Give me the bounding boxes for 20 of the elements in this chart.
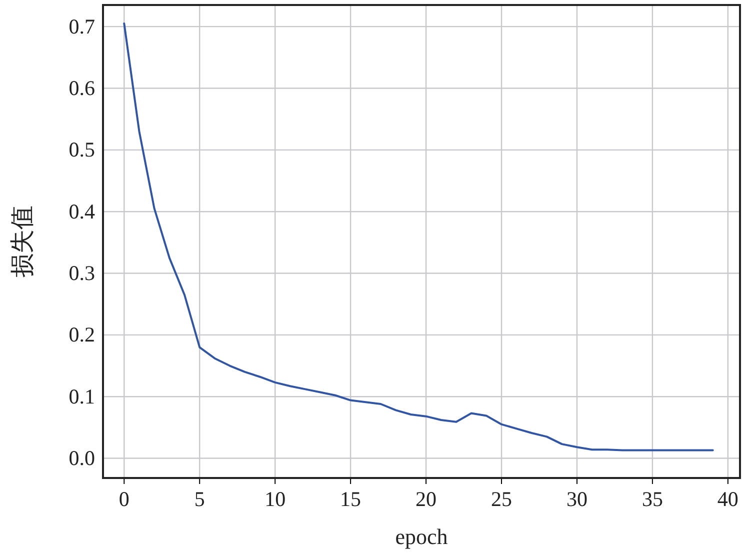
x-tick-label: 30 [566,486,588,511]
y-tick-label: 0.5 [68,138,95,162]
x-tick-label: 25 [491,486,512,511]
y-tick-label: 0.4 [68,199,96,224]
x-tick-label: 0 [118,486,130,511]
line-series [123,22,714,452]
x-tick-label: 5 [194,486,205,511]
x-tick-label: 35 [642,486,663,511]
y-tick-label: 0.2 [68,322,95,347]
y-axis-title: 损失值 [10,206,36,278]
y-tick-label: 0.1 [68,384,95,408]
y-tick-label: 0.7 [68,14,95,38]
x-tick-label: 10 [264,486,286,511]
x-axis-title: epoch [395,524,448,549]
y-tick-label: 0.3 [68,260,95,285]
y-tick-label: 0.6 [68,76,95,100]
x-tick-label: 15 [340,486,362,511]
x-tick-label: 40 [717,486,738,511]
y-tick-label: 0.0 [68,446,95,470]
x-tick-label: 20 [416,486,437,511]
